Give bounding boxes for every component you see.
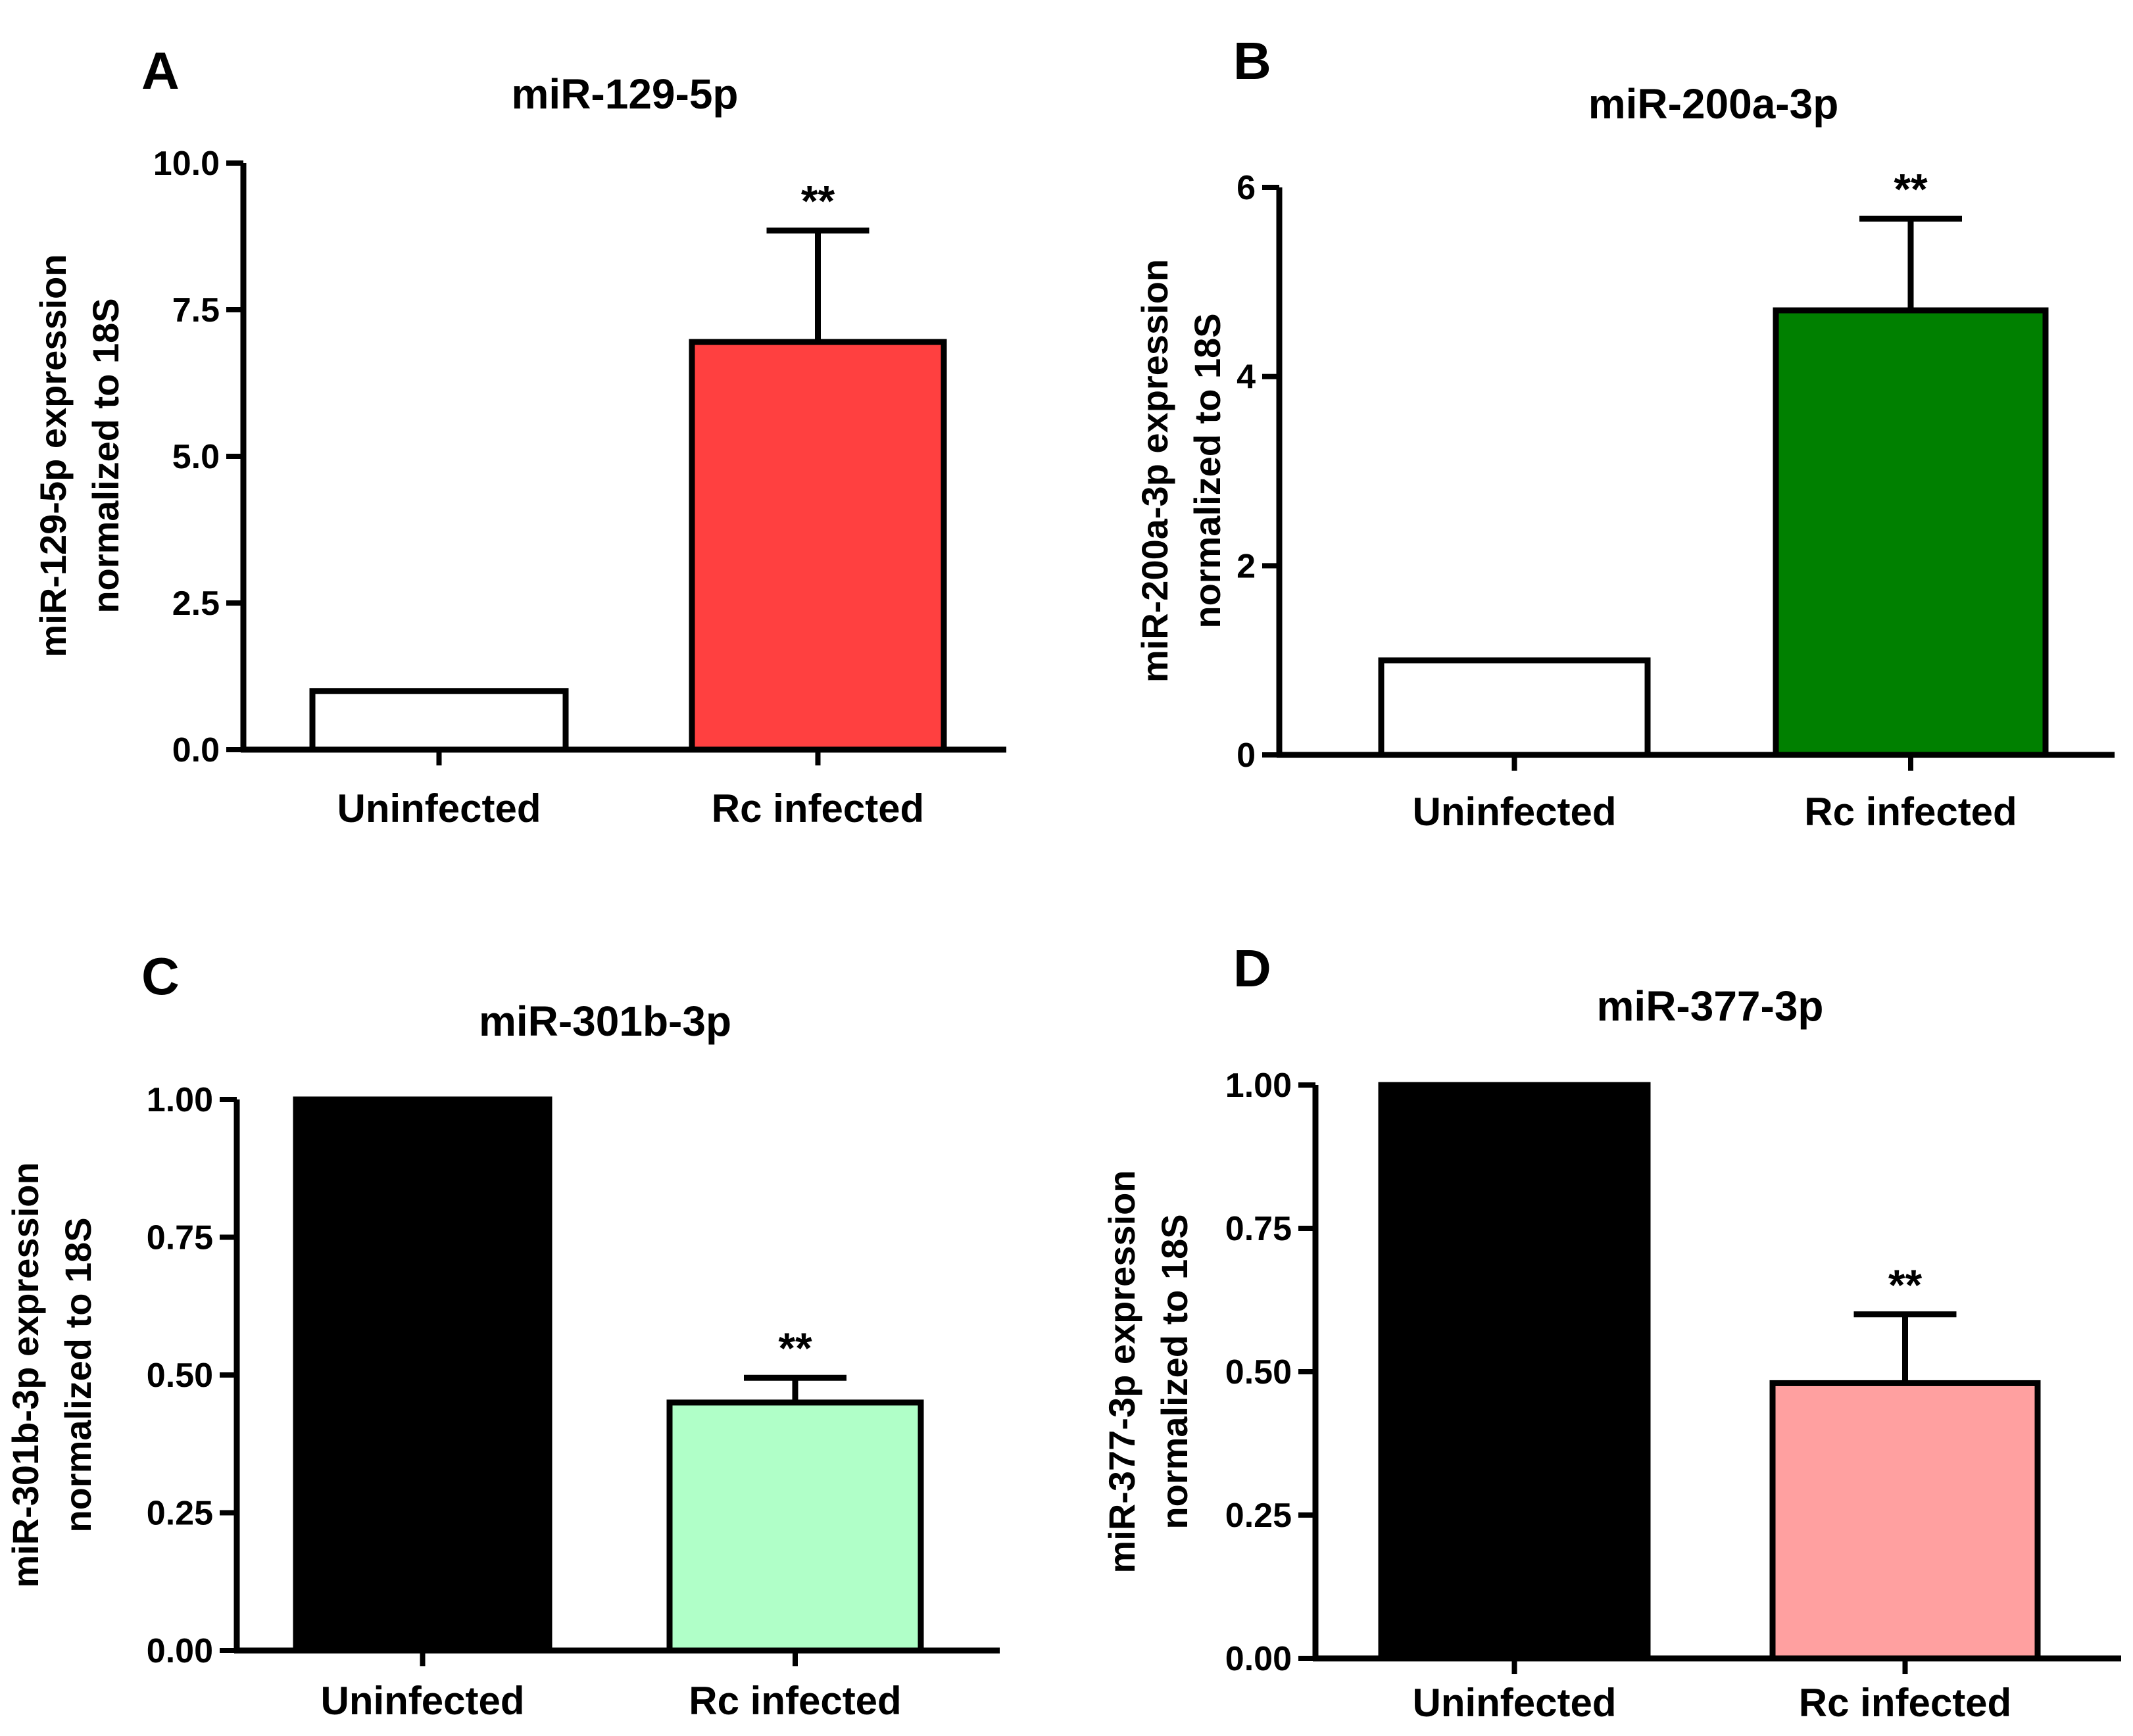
y-tick-label: 2 [1237,547,1256,585]
y-tick-label: 1.00 [1225,1067,1292,1105]
y-tick-label: 1.00 [147,1081,213,1119]
x-category-label: Uninfected [1412,1681,1616,1725]
y-tick-label: 0 [1237,736,1256,775]
y-axis-label-line2: normalized to 18S [57,1217,99,1532]
panel-letter: B [1233,32,1271,90]
x-category-label: Uninfected [1412,790,1616,834]
chart-title: miR-129-5p [512,70,739,118]
y-tick-label: 2.5 [172,585,220,623]
y-axis-label-line2: normalized to 18S [85,298,126,613]
bar-uninfected [293,1096,552,1654]
y-axis-label-line2: normalized to 18S [1187,313,1228,628]
y-tick-label: 7.5 [172,291,220,329]
y-axis-label: miR-129-5p expression [32,254,74,657]
significance-marker: ** [778,1324,812,1372]
y-axis-label: miR-377-3p expression [1101,1170,1142,1573]
chart-title: miR-200a-3p [1588,80,1839,128]
significance-marker: ** [1894,164,1928,213]
y-tick-label: 4 [1237,358,1256,397]
y-tick-label: 0.75 [147,1219,213,1257]
y-tick-label: 0.00 [147,1632,213,1670]
x-category-label: Rc infected [1804,790,2017,834]
bar-uninfected [1378,1082,1651,1662]
y-axis-label-line2: normalized to 18S [1154,1214,1195,1529]
y-tick-label: 5.0 [172,438,220,476]
panel-letter: C [141,947,180,1005]
significance-marker: ** [801,177,835,226]
y-tick-label: 6 [1237,169,1256,207]
bar-uninfected [309,688,569,753]
chart-title: miR-301b-3p [479,998,731,1045]
y-axis-label: miR-301b-3p expression [5,1162,46,1587]
y-tick-label: 0.25 [1225,1497,1292,1535]
x-category-label: Rc infected [712,786,924,831]
x-category-label: Rc infected [689,1679,901,1723]
significance-marker: ** [1888,1261,1923,1309]
y-tick-label: 0.25 [147,1495,213,1533]
y-tick-label: 0.50 [147,1357,213,1395]
x-category-label: Uninfected [337,786,541,831]
y-axis-label: miR-200a-3p expression [1134,259,1175,683]
y-tick-label: 0.0 [172,731,220,769]
y-tick-label: 0.00 [1225,1640,1292,1678]
x-category-label: Uninfected [320,1679,524,1723]
y-tick-label: 0.50 [1225,1353,1292,1391]
x-category-label: Rc infected [1799,1681,2011,1725]
y-tick-label: 10.0 [153,145,220,183]
panel-letter: A [141,41,180,100]
bar-uninfected [1378,657,1651,758]
bar-rc-infected [666,1399,924,1654]
bar-rc-infected [1769,1380,2041,1662]
bar-rc-infected [1773,307,2049,758]
y-tick-label: 0.75 [1225,1210,1292,1248]
chart-title: miR-377-3p [1597,982,1824,1030]
panel-letter: D [1233,939,1271,998]
bar-rc-infected [689,339,947,753]
